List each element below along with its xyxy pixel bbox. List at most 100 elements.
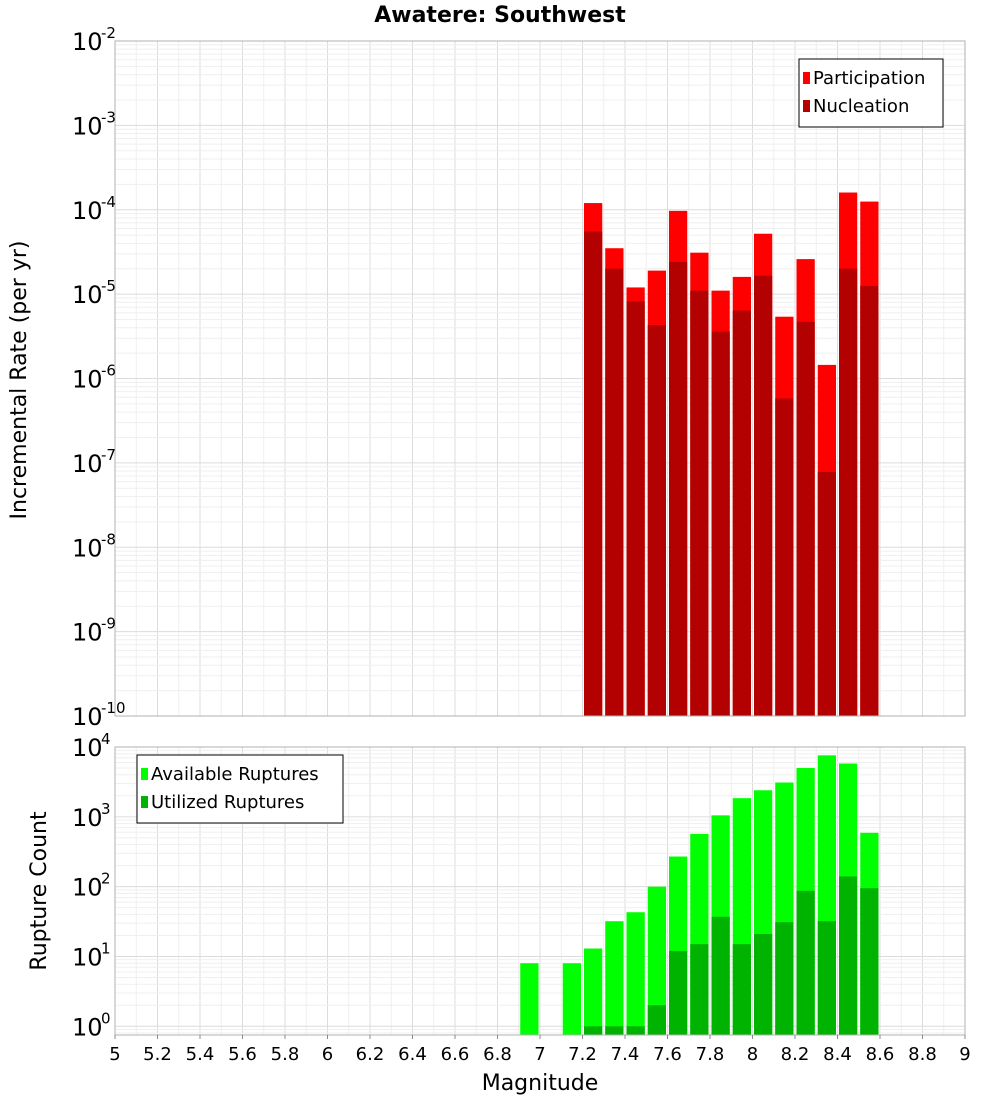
y-tick-base: 10 bbox=[72, 450, 103, 478]
bar-utilized-ruptures bbox=[775, 922, 794, 1035]
x-tick-label: 7.2 bbox=[568, 1044, 597, 1065]
bar-utilized-ruptures bbox=[839, 876, 858, 1035]
legend-label: Nucleation bbox=[813, 96, 909, 117]
y-tick: 10-5 bbox=[72, 277, 116, 309]
x-tick-label: 7.4 bbox=[611, 1044, 640, 1065]
y-tick: 10-8 bbox=[72, 530, 116, 562]
x-tick-label: 6.6 bbox=[441, 1044, 470, 1065]
bar-nucleation bbox=[626, 301, 645, 716]
y-tick-exponent: -2 bbox=[101, 24, 116, 42]
legend-swatch bbox=[141, 768, 148, 780]
x-tick-label: 5.2 bbox=[143, 1044, 172, 1065]
y-tick-base: 10 bbox=[72, 197, 103, 225]
y-tick-base: 10 bbox=[72, 734, 103, 762]
bar-available-ruptures bbox=[584, 948, 603, 1035]
y-tick: 10-7 bbox=[72, 446, 116, 478]
x-tick-label: 8.2 bbox=[781, 1044, 810, 1065]
bar-utilized-ruptures bbox=[711, 916, 730, 1035]
y-tick-base: 10 bbox=[72, 1013, 103, 1041]
y-tick-base: 10 bbox=[72, 874, 103, 902]
legend-label: Utilized Ruptures bbox=[151, 792, 304, 813]
top-bars bbox=[584, 192, 879, 717]
chart-title: Awatere: Southwest bbox=[374, 3, 626, 28]
x-tick-label: 5.4 bbox=[186, 1044, 215, 1065]
y-tick-base: 10 bbox=[72, 619, 103, 647]
y-tick-exponent: -9 bbox=[101, 615, 116, 633]
top-grid bbox=[114, 40, 966, 717]
bar-nucleation bbox=[669, 262, 688, 716]
x-tick-label: 8.6 bbox=[866, 1044, 895, 1065]
bottom-bars bbox=[520, 755, 879, 1035]
bar-nucleation bbox=[605, 268, 624, 716]
x-tick-label: 5 bbox=[109, 1044, 120, 1065]
x-tick-label: 6.4 bbox=[398, 1044, 427, 1065]
x-tick-label: 6.2 bbox=[356, 1044, 385, 1065]
top-legend: Participation Nucleation bbox=[798, 58, 944, 128]
x-tick-label: 9 bbox=[959, 1044, 970, 1065]
bottom-legend: Available Ruptures Utilized Ruptures bbox=[136, 754, 344, 824]
x-tick-label: 6.8 bbox=[483, 1044, 512, 1065]
bar-utilized-ruptures bbox=[860, 888, 879, 1035]
y-tick-base: 10 bbox=[72, 112, 103, 140]
legend-label: Available Ruptures bbox=[151, 764, 319, 785]
bar-available-ruptures bbox=[562, 963, 581, 1035]
y-tick-exponent: 3 bbox=[101, 800, 111, 818]
bar-nucleation bbox=[754, 275, 773, 716]
x-ticks: 5 5.2 5.4 5.6 5.8 6 6.2 6.4 6.6 6.8 7 7.2 7.4 7.6 7.8 8… bbox=[109, 1035, 971, 1065]
x-tick-label: 6 bbox=[322, 1044, 333, 1065]
bar-nucleation bbox=[860, 285, 879, 716]
y-tick-exponent: -3 bbox=[101, 108, 116, 126]
y-tick: 10-3 bbox=[72, 108, 116, 140]
x-tick-label: 8.8 bbox=[908, 1044, 937, 1065]
bar-nucleation bbox=[775, 398, 794, 716]
legend-box bbox=[136, 754, 344, 824]
x-tick-label: 7 bbox=[534, 1044, 545, 1065]
y-tick-base: 10 bbox=[72, 28, 103, 56]
bar-utilized-ruptures bbox=[584, 1026, 603, 1035]
x-tick-label: 7.8 bbox=[696, 1044, 725, 1065]
x-tick-label: 7.6 bbox=[653, 1044, 682, 1065]
bar-utilized-ruptures bbox=[817, 921, 836, 1035]
y-tick-exponent: -10 bbox=[101, 699, 126, 717]
bar-available-ruptures bbox=[626, 912, 645, 1035]
bottom-y-axis-label: Rupture Count bbox=[27, 811, 52, 971]
bar-utilized-ruptures bbox=[626, 1026, 645, 1035]
y-tick-exponent: -5 bbox=[101, 277, 116, 295]
bar-nucleation bbox=[584, 231, 603, 716]
y-tick: 10-4 bbox=[72, 193, 116, 225]
y-tick: 10-10 bbox=[72, 699, 126, 731]
x-tick-label: 5.6 bbox=[228, 1044, 257, 1065]
y-tick-exponent: 2 bbox=[101, 870, 111, 888]
y-tick-exponent: 0 bbox=[101, 1009, 111, 1027]
legend-swatch bbox=[803, 100, 810, 112]
bar-utilized-ruptures bbox=[605, 1026, 624, 1035]
bar-available-ruptures bbox=[520, 963, 539, 1035]
y-tick-base: 10 bbox=[72, 534, 103, 562]
bar-nucleation bbox=[796, 321, 815, 716]
bar-utilized-ruptures bbox=[690, 944, 709, 1035]
y-tick: 10-2 bbox=[72, 24, 116, 56]
x-tick-label: 8 bbox=[747, 1044, 758, 1065]
y-tick: 10-9 bbox=[72, 615, 116, 647]
y-tick: 101 bbox=[72, 939, 111, 971]
y-tick-base: 10 bbox=[72, 366, 103, 394]
y-tick-exponent: -6 bbox=[101, 362, 116, 380]
y-tick: 102 bbox=[72, 870, 111, 902]
x-tick-label: 5.8 bbox=[271, 1044, 300, 1065]
bar-available-ruptures bbox=[647, 886, 666, 1035]
x-axis-label: Magnitude bbox=[482, 1071, 599, 1096]
bar-nucleation bbox=[647, 325, 666, 716]
y-tick-exponent: -7 bbox=[101, 446, 116, 464]
y-tick-base: 10 bbox=[72, 804, 103, 832]
bar-utilized-ruptures bbox=[754, 933, 773, 1035]
y-tick: 100 bbox=[72, 1009, 111, 1041]
bar-utilized-ruptures bbox=[647, 1005, 666, 1035]
bar-nucleation bbox=[839, 268, 858, 716]
bar-available-ruptures bbox=[605, 921, 624, 1035]
y-tick: 103 bbox=[72, 800, 111, 832]
